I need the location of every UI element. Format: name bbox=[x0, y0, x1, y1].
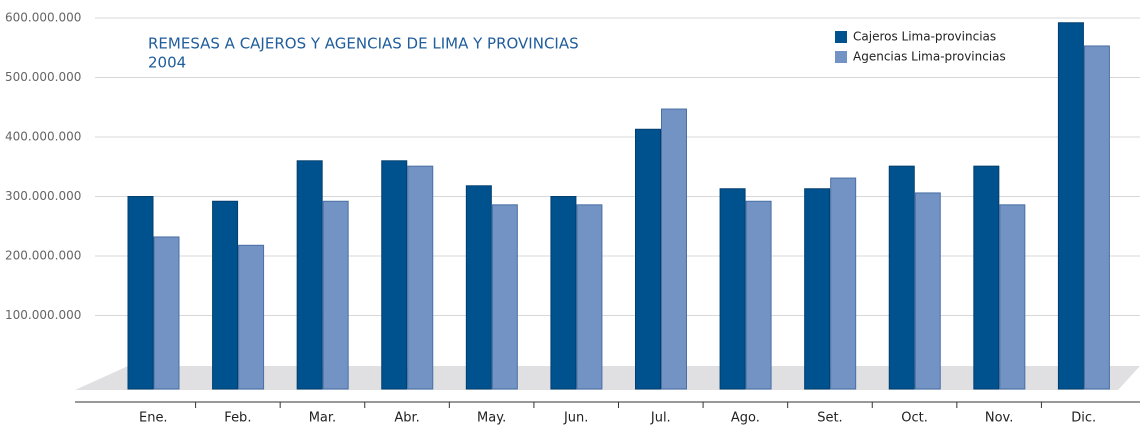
x-tick-label: Abr. bbox=[394, 411, 419, 426]
bar bbox=[153, 236, 180, 390]
x-tick-label: Jun. bbox=[563, 411, 588, 426]
y-tick-label: 300.000.000 bbox=[5, 189, 81, 203]
legend-label: Agencias Lima-provincias bbox=[853, 50, 1006, 64]
bar bbox=[550, 196, 577, 390]
bar bbox=[576, 204, 603, 390]
x-tick-label: Set. bbox=[817, 411, 842, 426]
bar bbox=[999, 204, 1026, 390]
bar bbox=[381, 160, 408, 390]
bar bbox=[212, 200, 239, 390]
legend-swatch bbox=[835, 51, 847, 63]
x-tick-label: Jul. bbox=[650, 411, 671, 426]
bar bbox=[661, 108, 687, 390]
bar bbox=[238, 244, 265, 390]
y-tick-label: 400.000.000 bbox=[5, 130, 81, 144]
bar bbox=[296, 160, 323, 390]
bar bbox=[407, 165, 434, 390]
bar bbox=[1057, 22, 1084, 390]
legend-label: Cajeros Lima-provincias bbox=[853, 30, 996, 44]
bar bbox=[914, 192, 941, 390]
y-tick-label: 500.000.000 bbox=[5, 70, 81, 84]
x-tick-label: Nov. bbox=[985, 411, 1014, 426]
bar bbox=[973, 165, 1000, 390]
bar bbox=[491, 204, 518, 390]
y-tick-label: 100.000.000 bbox=[5, 308, 81, 322]
bar bbox=[322, 200, 349, 390]
x-tick-label: May. bbox=[477, 411, 506, 426]
x-tick-label: Mar. bbox=[309, 411, 336, 426]
bar bbox=[127, 196, 154, 390]
chart-subtitle: 2004 bbox=[148, 54, 186, 72]
legend-swatch bbox=[835, 31, 847, 43]
bar bbox=[719, 188, 746, 390]
bar bbox=[888, 165, 915, 390]
bar bbox=[830, 177, 857, 390]
x-tick-label: Ago. bbox=[731, 411, 760, 426]
x-tick-label: Feb. bbox=[224, 411, 251, 426]
bar bbox=[804, 188, 831, 390]
y-tick-label: 200.000.000 bbox=[5, 249, 81, 263]
x-tick-label: Oct. bbox=[901, 411, 928, 426]
x-tick-label: Ene. bbox=[139, 411, 168, 426]
bar bbox=[745, 200, 772, 390]
bar bbox=[465, 185, 492, 390]
chart-title: REMESAS A CAJEROS Y AGENCIAS DE LIMA Y P… bbox=[148, 35, 579, 53]
y-tick-label: 600.000.000 bbox=[5, 11, 81, 25]
bar bbox=[635, 128, 661, 390]
bar bbox=[1083, 45, 1110, 390]
x-tick-label: Dic. bbox=[1071, 411, 1096, 426]
